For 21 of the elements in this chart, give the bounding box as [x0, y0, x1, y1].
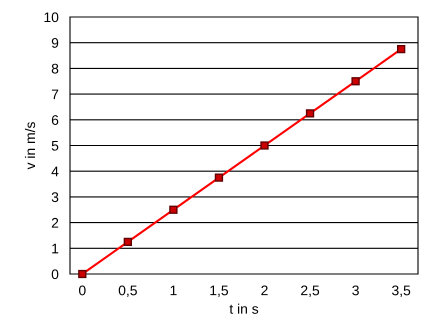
y-tick-label: 5: [52, 140, 58, 151]
x-tick-label: 1: [170, 286, 177, 296]
y-tick-label: 10: [44, 12, 58, 22]
y-tick-label: 1: [52, 244, 58, 254]
x-axis-title: t in s: [230, 304, 258, 314]
x-tick-label: 1,5: [210, 286, 228, 297]
y-tick-label: 3: [52, 192, 58, 202]
x-tick-label: 3,5: [392, 285, 410, 297]
y-tick-label: 8: [52, 64, 58, 74]
y-tick-label: 6: [52, 115, 58, 125]
y-tick-label: 7: [52, 90, 58, 100]
x-tick-label: 2,5: [301, 285, 320, 297]
x-tick-label: 2: [261, 285, 268, 296]
x-tick-label: 0: [78, 285, 86, 296]
y-tick-label: 4: [51, 166, 58, 176]
x-tick-label: 0,5: [118, 285, 137, 297]
y-tick-label: 9: [52, 38, 58, 48]
y-tick-label: 0: [52, 269, 58, 280]
y-axis-title: v in m/s: [24, 122, 36, 170]
x-tick-label: 3: [352, 285, 359, 296]
y-tick-label: 2: [52, 218, 58, 228]
